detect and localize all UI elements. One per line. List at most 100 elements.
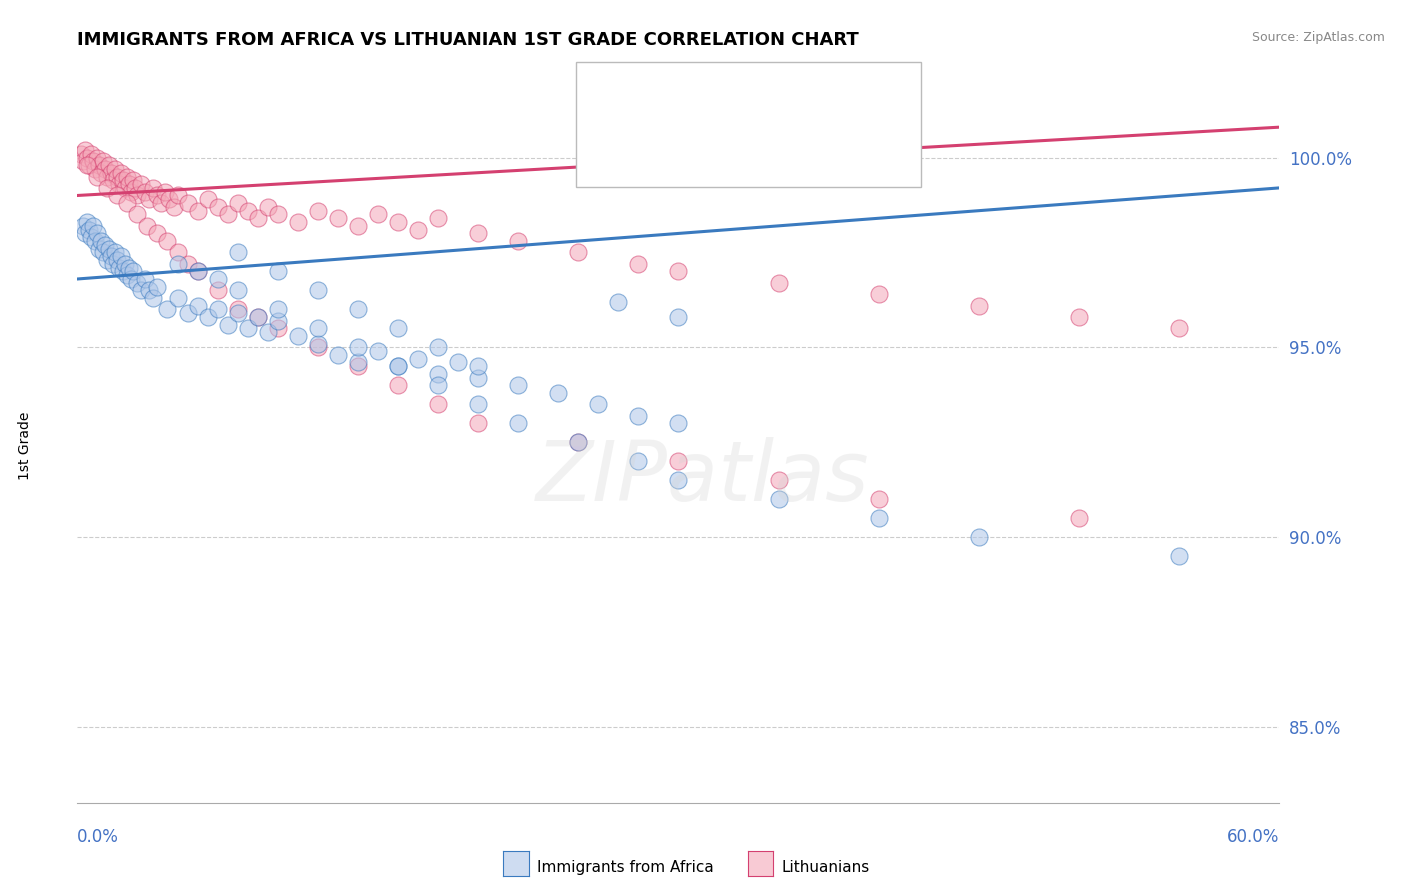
Point [246, 310, 269, 324]
Point [159, 192, 181, 206]
Point [94, 237, 117, 252]
Point [84, 161, 107, 176]
Point [72, 154, 94, 169]
Point [447, 355, 470, 369]
Point [84, 234, 107, 248]
Point [100, 249, 122, 263]
Point [346, 340, 368, 354]
Point [307, 336, 329, 351]
Point [138, 192, 160, 206]
Point [547, 385, 569, 400]
Point [467, 416, 489, 430]
Point [226, 196, 249, 211]
Text: 0.0%: 0.0% [77, 828, 120, 846]
Point [367, 344, 389, 359]
Point [427, 367, 450, 381]
Point [1168, 321, 1191, 335]
Point [90, 166, 112, 180]
Point [186, 264, 209, 278]
Point [76, 151, 98, 165]
Point [108, 177, 131, 191]
Point [142, 181, 165, 195]
Point [868, 492, 890, 507]
Point [387, 359, 409, 374]
Point [90, 234, 112, 248]
Point [114, 257, 136, 271]
Point [186, 299, 209, 313]
Point [76, 158, 98, 172]
Point [236, 321, 259, 335]
Point [287, 215, 309, 229]
Point [427, 211, 450, 226]
Point [70, 146, 93, 161]
Point [246, 310, 269, 324]
Point [96, 169, 118, 184]
Point [150, 196, 173, 211]
Point [94, 161, 117, 176]
Point [307, 321, 329, 335]
Point [176, 257, 198, 271]
Point [267, 264, 290, 278]
Point [79, 158, 101, 172]
Point [1069, 310, 1091, 324]
Point [96, 181, 118, 195]
Point [567, 435, 589, 450]
Point [427, 340, 450, 354]
Point [217, 207, 239, 221]
Text: Immigrants from Africa: Immigrants from Africa [537, 860, 714, 874]
Text: ZIPatlas: ZIPatlas [536, 437, 870, 517]
Point [107, 188, 129, 202]
Point [114, 181, 136, 195]
Point [768, 276, 790, 290]
Point [307, 284, 329, 298]
Point [112, 173, 135, 187]
Point [467, 397, 489, 411]
Point [122, 173, 145, 187]
Point [236, 203, 259, 218]
Point [124, 181, 146, 195]
Point [76, 215, 98, 229]
Point [387, 215, 409, 229]
Text: Source: ZipAtlas.com: Source: ZipAtlas.com [1251, 31, 1385, 45]
Point [162, 200, 184, 214]
Point [197, 310, 219, 324]
Point [256, 200, 278, 214]
Point [267, 302, 290, 317]
Point [120, 272, 142, 286]
Point [207, 272, 229, 286]
Point [75, 227, 97, 241]
Point [607, 294, 630, 309]
Point [80, 146, 103, 161]
Point [117, 196, 139, 211]
Point [117, 169, 139, 184]
Point [267, 321, 290, 335]
Point [307, 340, 329, 354]
Point [176, 196, 198, 211]
Point [103, 257, 125, 271]
Point [110, 249, 132, 263]
Point [103, 173, 125, 187]
Point [117, 268, 139, 283]
Point [367, 207, 389, 221]
Text: 60.0%: 60.0% [1227, 828, 1279, 846]
Point [567, 435, 589, 450]
Point [166, 257, 188, 271]
Point [96, 252, 118, 267]
Point [267, 314, 290, 328]
Point [134, 185, 156, 199]
Point [166, 188, 188, 202]
Point [508, 378, 530, 392]
Point [627, 409, 650, 423]
Point [256, 325, 278, 339]
Point [136, 219, 159, 233]
Point [82, 154, 104, 169]
Text: 1st Grade: 1st Grade [18, 412, 32, 480]
Point [427, 397, 450, 411]
Point [307, 203, 329, 218]
Point [1069, 511, 1091, 525]
Point [156, 234, 179, 248]
Point [508, 416, 530, 430]
Point [110, 166, 132, 180]
Text: Lithuanians: Lithuanians [782, 860, 870, 874]
Point [387, 359, 409, 374]
